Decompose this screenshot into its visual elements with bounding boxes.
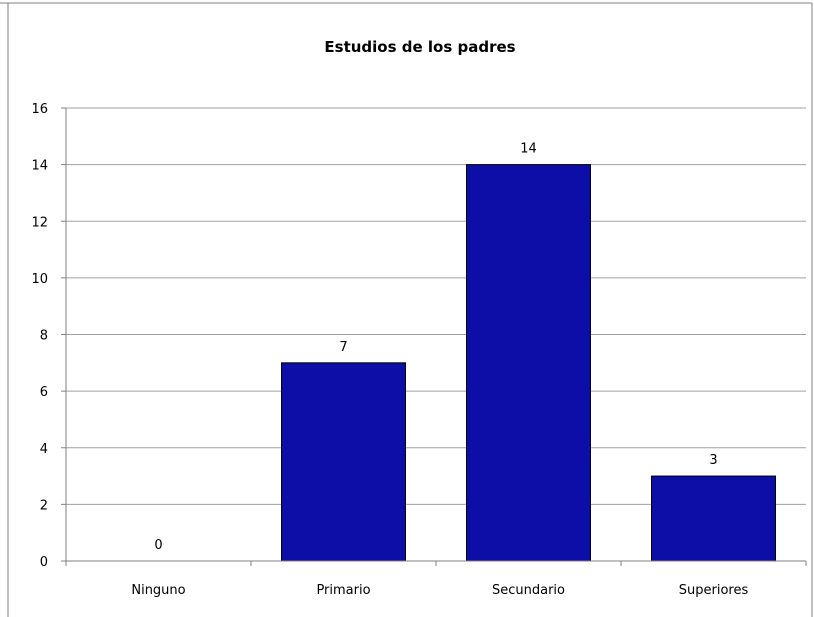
bar-primario [281, 362, 406, 562]
bars [281, 164, 776, 562]
y-tick-label: 6 [40, 385, 48, 400]
y-tick-label: 4 [40, 442, 48, 457]
x-tick-label-superiores: Superiores [679, 583, 749, 598]
bar-secundario [466, 164, 591, 562]
data-label-superiores: 3 [709, 453, 717, 468]
y-tick-label: 2 [40, 498, 48, 513]
x-tick-label-ninguno: Ninguno [131, 583, 185, 598]
y-tick-label: 12 [31, 215, 48, 230]
y-tick-label: 0 [40, 555, 48, 570]
y-tick-labels: 0 2 4 6 8 10 12 14 16 [31, 102, 48, 570]
data-labels: 0 7 14 3 [154, 142, 717, 553]
data-label-ninguno: 0 [154, 538, 162, 553]
gridlines [66, 107, 806, 505]
chart-title: Estudios de los padres [324, 38, 515, 56]
x-tick-labels: Ninguno Primario Secundario Superiores [131, 583, 748, 598]
y-tick-label: 8 [40, 329, 48, 344]
y-tick-label: 10 [31, 272, 48, 287]
axes [61, 107, 807, 566]
data-label-primario: 7 [339, 340, 347, 355]
x-tick-label-primario: Primario [316, 583, 370, 598]
bar-superiores [651, 475, 776, 562]
data-label-secundario: 14 [520, 142, 537, 157]
y-tick-label: 14 [31, 159, 48, 174]
x-tick-label-secundario: Secundario [492, 583, 565, 598]
y-tick-label: 16 [31, 102, 48, 117]
